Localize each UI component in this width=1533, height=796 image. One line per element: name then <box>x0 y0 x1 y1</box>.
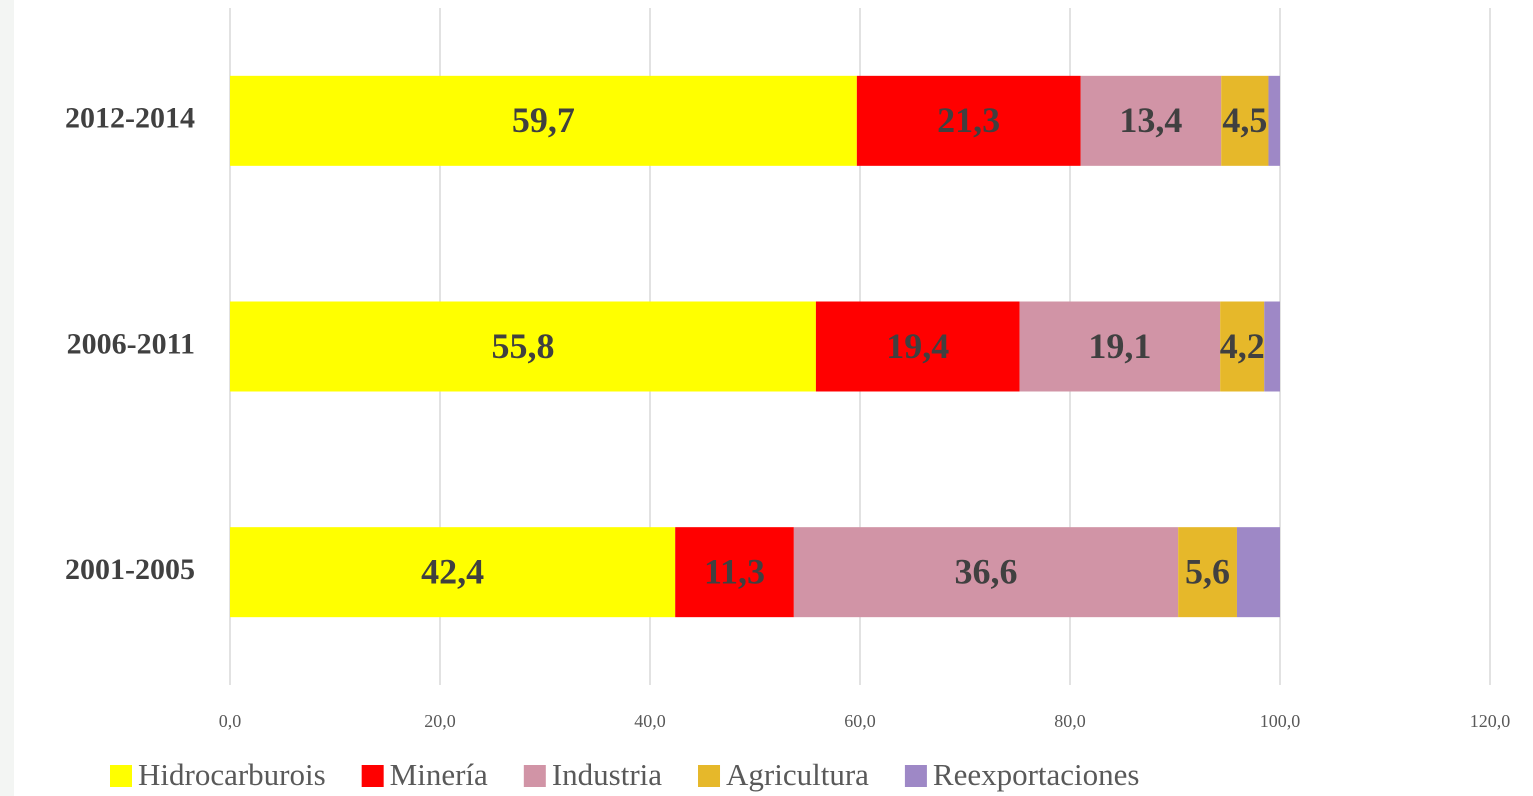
x-tick-label: 60,0 <box>844 711 876 731</box>
bar-segment <box>793 527 1179 618</box>
bar-segment <box>1080 75 1222 166</box>
y-tick-label: 2006-2011 <box>67 327 195 360</box>
data-label: 5,6 <box>1185 551 1230 591</box>
data-label: 42,4 <box>421 551 484 591</box>
data-label: 4,2 <box>1220 326 1265 366</box>
x-tick-label: 20,0 <box>424 711 456 731</box>
data-label: 21,3 <box>937 100 1000 140</box>
legend-label: Industria <box>552 757 662 792</box>
data-label: 36,6 <box>955 551 1018 591</box>
bar-segment <box>230 527 676 618</box>
bar-segment <box>1178 527 1237 618</box>
bar-segment <box>856 75 1081 166</box>
y-tick-label: 2012-2014 <box>65 102 195 135</box>
data-label: 55,8 <box>491 326 554 366</box>
data-label: 19,1 <box>1088 326 1151 366</box>
x-tick-label: 80,0 <box>1054 711 1086 731</box>
bar-segment <box>1264 301 1280 392</box>
bar-segment <box>1221 75 1269 166</box>
data-label: 13,4 <box>1119 100 1182 140</box>
legend-label: Hidrocarburois <box>138 757 326 792</box>
x-tick-label: 40,0 <box>634 711 666 731</box>
bar-segment <box>1268 75 1280 166</box>
bar-segment <box>815 301 1020 392</box>
data-label: 59,7 <box>512 100 575 140</box>
y-tick-label: 2001-2005 <box>65 553 195 586</box>
legend-swatch <box>110 765 132 787</box>
legend-label: Agricultura <box>726 757 869 792</box>
x-tick-label: 120,0 <box>1470 711 1511 731</box>
data-label: 11,3 <box>704 551 765 591</box>
legend-swatch <box>698 765 721 787</box>
x-tick-label: 0,0 <box>219 711 242 731</box>
bar-segment <box>1236 527 1280 618</box>
data-label: 19,4 <box>886 326 949 366</box>
legend-swatch <box>904 765 927 787</box>
legend-swatch <box>523 765 546 787</box>
legend-swatch <box>361 765 384 787</box>
bar-segment <box>1220 301 1265 392</box>
bar-segment <box>230 75 857 166</box>
x-tick-label: 100,0 <box>1260 711 1301 731</box>
bar-segment <box>1019 301 1221 392</box>
bar-segment <box>230 301 816 392</box>
data-label: 4,5 <box>1222 100 1267 140</box>
side-strip <box>0 0 14 796</box>
legend-label: Minería <box>390 757 488 792</box>
legend-label: Reexportaciones <box>933 757 1140 792</box>
bar-segment <box>675 527 794 618</box>
